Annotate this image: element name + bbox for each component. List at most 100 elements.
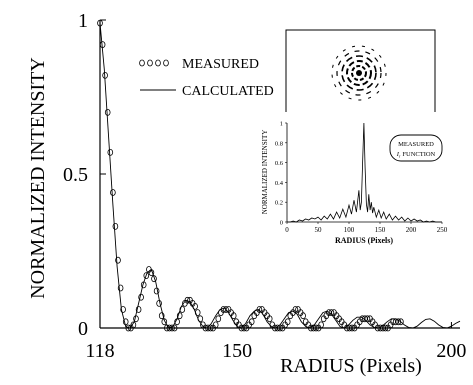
legend-calculated-label: CALCULATED bbox=[182, 84, 274, 99]
inset-x-tick-label: 100 bbox=[344, 226, 355, 234]
inset-x-tick-label: 0 bbox=[285, 226, 289, 234]
measured-point bbox=[248, 318, 255, 326]
measured-point bbox=[292, 306, 299, 313]
measured-point bbox=[166, 324, 173, 332]
legend-marker-circle bbox=[147, 59, 153, 67]
measured-point bbox=[102, 72, 108, 79]
measured-point bbox=[212, 321, 219, 329]
measured-point bbox=[300, 312, 306, 320]
measured-point bbox=[241, 324, 247, 332]
measured-point bbox=[117, 284, 124, 292]
measured-point bbox=[230, 312, 237, 320]
main-x-tick-label: 200 bbox=[436, 340, 466, 362]
main-y-tick-label: 0.5 bbox=[63, 164, 88, 186]
measured-point bbox=[104, 109, 111, 116]
inset-y-tick-label: 0.4 bbox=[275, 180, 284, 187]
inset-measured-line bbox=[287, 122, 442, 223]
measured-point bbox=[130, 321, 137, 329]
measured-point bbox=[184, 296, 191, 304]
inset-y-tick-label: 0.6 bbox=[275, 160, 284, 167]
annotation-line-1: MEASURED bbox=[398, 141, 434, 148]
measured-point bbox=[110, 189, 116, 196]
measured-point bbox=[151, 275, 157, 283]
measured-point bbox=[277, 324, 283, 332]
measured-point bbox=[179, 306, 186, 313]
annotation-symbol: I bbox=[396, 151, 400, 158]
measured-point bbox=[220, 306, 227, 313]
annotation-box bbox=[389, 134, 443, 162]
main-series bbox=[97, 19, 461, 332]
measured-point bbox=[133, 315, 139, 323]
measured-point bbox=[107, 148, 114, 156]
measured-point bbox=[202, 324, 209, 332]
measured-point bbox=[174, 318, 180, 326]
inset-y-tick-label: 0 bbox=[280, 220, 283, 227]
measured-point bbox=[346, 324, 353, 332]
measured-point bbox=[169, 324, 175, 332]
main-x-axis-label: RADIUS (Pixels) bbox=[280, 355, 422, 377]
measured-point bbox=[256, 306, 263, 313]
legend: MEASURED CALCULATED bbox=[139, 57, 274, 99]
measured-point bbox=[349, 324, 355, 332]
measured-point bbox=[120, 306, 126, 313]
legend-marker-circle bbox=[139, 59, 145, 67]
ring-pattern bbox=[331, 45, 387, 101]
measured-point bbox=[192, 302, 198, 310]
measured-point bbox=[398, 318, 404, 326]
legend-measured-marker bbox=[139, 59, 169, 67]
measured-point bbox=[97, 19, 103, 27]
measured-point bbox=[223, 306, 229, 313]
measured-point bbox=[135, 306, 142, 313]
annotation-function: FUNCTION bbox=[402, 151, 435, 158]
measured-point bbox=[274, 324, 281, 332]
inset-y-axis-label: NORMALIZED INTENSITY bbox=[261, 130, 269, 215]
measured-point bbox=[143, 272, 150, 280]
inset-y-tick-label: 0.2 bbox=[275, 200, 283, 207]
measured-point bbox=[153, 287, 160, 295]
measured-point bbox=[313, 324, 319, 332]
inset-x-tick-label: 50 bbox=[315, 226, 323, 234]
measured-point bbox=[207, 324, 214, 332]
annotation-subscript: r bbox=[399, 154, 401, 159]
measured-point bbox=[122, 318, 129, 326]
measured-point bbox=[99, 41, 106, 48]
measured-point bbox=[266, 315, 273, 323]
measured-point bbox=[382, 324, 389, 332]
measured-point bbox=[318, 321, 324, 329]
measured-point bbox=[140, 281, 147, 289]
measured-point bbox=[125, 324, 132, 332]
measured-point bbox=[161, 318, 168, 326]
measured-point bbox=[148, 269, 155, 277]
inset-series bbox=[287, 122, 442, 223]
legend-measured-label: MEASURED bbox=[182, 57, 259, 72]
main-y-tick-label: 0 bbox=[78, 318, 88, 340]
measured-point bbox=[215, 315, 222, 323]
measured-point bbox=[238, 324, 245, 332]
annotation-line-2: Ir FUNCTION bbox=[396, 151, 436, 159]
measured-point bbox=[328, 309, 335, 317]
measured-point bbox=[176, 312, 183, 320]
inset-x-axis-label: RADIUS (Pixels) bbox=[335, 236, 393, 245]
ring-image-inset bbox=[285, 29, 436, 114]
inset-annotation: MEASURED Ir FUNCTION bbox=[389, 134, 443, 162]
measured-point bbox=[158, 312, 165, 320]
measured-point bbox=[138, 293, 144, 301]
legend-marker-circle bbox=[155, 59, 161, 67]
inset-y-tick-label: 0.8 bbox=[275, 140, 283, 147]
measured-point bbox=[310, 324, 317, 332]
measured-point bbox=[284, 318, 291, 326]
inset-x-tick-label: 200 bbox=[406, 226, 417, 234]
measured-point bbox=[197, 315, 204, 323]
main-y-axis-label: NORMALIZED INTENSITY bbox=[27, 57, 49, 299]
inset-y-tick-label: 1 bbox=[280, 121, 283, 128]
measured-point bbox=[364, 315, 371, 323]
main-x-tick-label: 118 bbox=[85, 340, 114, 362]
legend-marker-circle bbox=[163, 59, 169, 67]
measured-point bbox=[112, 222, 119, 230]
measured-point bbox=[115, 256, 121, 264]
measured-point bbox=[171, 324, 178, 332]
measured-point bbox=[194, 309, 201, 317]
